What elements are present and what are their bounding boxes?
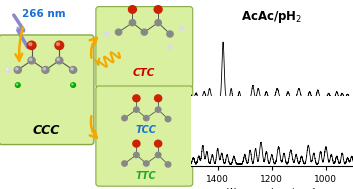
Circle shape — [43, 68, 46, 70]
Text: AcAc/pH$_2$: AcAc/pH$_2$ — [241, 9, 303, 25]
Circle shape — [155, 152, 161, 158]
Circle shape — [115, 29, 122, 35]
Circle shape — [27, 41, 36, 50]
Circle shape — [155, 95, 162, 102]
Circle shape — [134, 107, 139, 112]
Circle shape — [144, 161, 149, 166]
Circle shape — [16, 68, 18, 70]
Circle shape — [42, 67, 49, 73]
Circle shape — [72, 84, 73, 85]
Circle shape — [167, 31, 173, 37]
Circle shape — [180, 26, 184, 30]
Circle shape — [129, 20, 136, 26]
Circle shape — [165, 162, 171, 167]
Polygon shape — [13, 14, 28, 49]
Circle shape — [134, 152, 139, 158]
FancyBboxPatch shape — [96, 86, 193, 186]
Circle shape — [14, 67, 21, 73]
Circle shape — [155, 140, 162, 147]
Circle shape — [133, 140, 140, 147]
Circle shape — [144, 115, 149, 121]
Circle shape — [6, 68, 10, 72]
Text: TTC: TTC — [136, 171, 157, 181]
Circle shape — [71, 68, 73, 70]
Text: 266 nm: 266 nm — [22, 9, 65, 19]
Circle shape — [104, 32, 109, 36]
Circle shape — [56, 57, 63, 64]
Circle shape — [16, 84, 18, 85]
Circle shape — [122, 115, 127, 121]
FancyBboxPatch shape — [96, 7, 193, 88]
Circle shape — [141, 29, 148, 35]
Text: CCC: CCC — [33, 124, 60, 137]
Text: TCC: TCC — [136, 125, 157, 135]
Circle shape — [6, 68, 8, 70]
Circle shape — [57, 58, 60, 61]
Circle shape — [155, 20, 161, 26]
Circle shape — [168, 45, 172, 49]
Circle shape — [154, 6, 162, 13]
Circle shape — [16, 83, 20, 87]
Circle shape — [71, 83, 76, 87]
FancyBboxPatch shape — [0, 35, 94, 145]
Circle shape — [128, 6, 136, 13]
X-axis label: Wavenumbers/cm⁻¹: Wavenumbers/cm⁻¹ — [227, 187, 317, 189]
Circle shape — [29, 58, 32, 61]
Circle shape — [28, 57, 35, 64]
Circle shape — [56, 43, 60, 46]
Circle shape — [122, 161, 127, 166]
Circle shape — [29, 43, 32, 46]
Circle shape — [70, 67, 77, 73]
Circle shape — [155, 107, 161, 112]
Text: CTC: CTC — [133, 68, 155, 78]
Circle shape — [165, 116, 171, 122]
Circle shape — [55, 41, 64, 50]
Circle shape — [133, 95, 140, 102]
